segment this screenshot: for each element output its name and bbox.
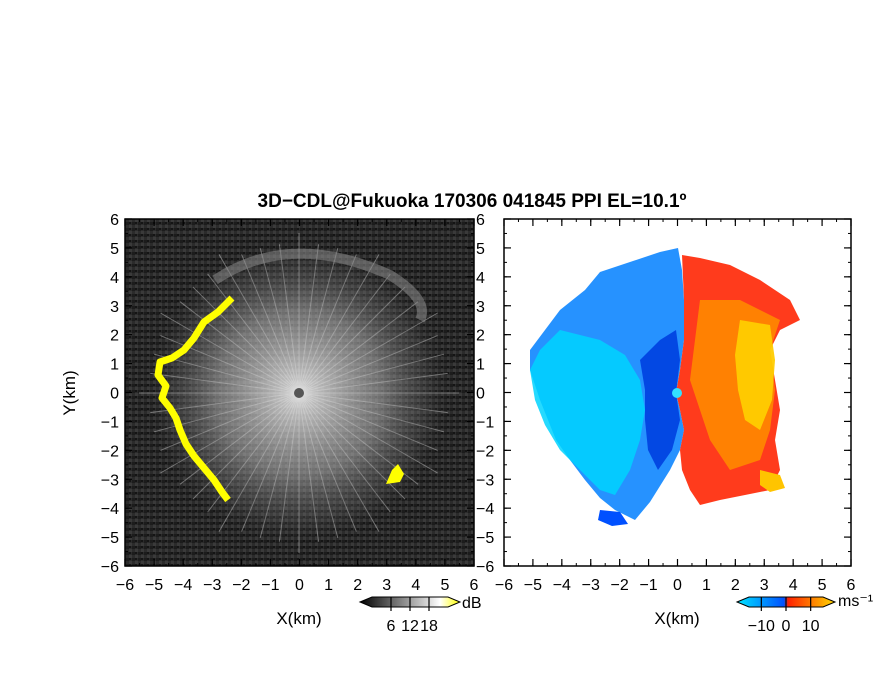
left-y-tick-labels: −6 −5 −4 −3 −2 −1 0 1 2 3 4 5 6 −6 −5 −4 −3 −2 −1 0 1 2 3 4 5 6 bbox=[101, 212, 495, 576]
left-x-axis-label: X(km) bbox=[276, 609, 321, 628]
x-tick-label: 6 bbox=[847, 577, 856, 594]
x-tick-label: 0 bbox=[295, 577, 304, 594]
left-colorbar-ticks: 6 12 18 bbox=[387, 597, 438, 635]
left-outer-arc bbox=[212, 248, 427, 323]
x-tick-label: 3 bbox=[382, 577, 391, 594]
left-panel: −6 −5 −4 −3 −2 −1 0 1 2 3 4 5 6 −6−5−4−3−2−10123456−… bbox=[60, 212, 494, 635]
y-tick-label-right: 4 bbox=[476, 270, 485, 287]
y-tick-label: 6 bbox=[110, 212, 119, 229]
y-tick-label-right: 3 bbox=[476, 299, 485, 316]
y-tick-label: 3 bbox=[110, 299, 119, 316]
chart-title: 3D−CDL@Fukuoka 170306 041845 PPI EL=10.1… bbox=[258, 191, 687, 212]
right-colorbar: −10 0 10 ms⁻¹ bbox=[735, 593, 873, 635]
right-radar-site bbox=[672, 388, 682, 398]
x-tick-label: −4 bbox=[553, 577, 571, 594]
left-y-axis-label: Y(km) bbox=[60, 370, 79, 415]
y-tick-label-right: 5 bbox=[476, 241, 485, 258]
right-blue-southwest bbox=[598, 510, 628, 526]
left-x-tick-labels: −6 −5 −4 −3 −2 −1 0 1 2 3 4 5 6 bbox=[116, 577, 479, 594]
colorbar-tick-label: 6 bbox=[387, 618, 396, 635]
x-tick-label: 6 bbox=[470, 577, 479, 594]
right-colorbar-ticks: −10 0 10 bbox=[748, 597, 820, 635]
x-tick-label: 4 bbox=[789, 577, 798, 594]
y-tick-label: 0 bbox=[110, 386, 119, 403]
x-tick-label: 4 bbox=[411, 577, 420, 594]
right-x-tick-labels: −6 −5 −4 −3 −2 −1 0 1 2 3 4 5 6 bbox=[495, 577, 856, 594]
colorbar-tick-label: −10 bbox=[748, 618, 775, 635]
y-tick-label-right: 6 bbox=[476, 212, 485, 229]
y-tick-label-right: 2 bbox=[476, 328, 485, 345]
y-tick-label: 5 bbox=[110, 241, 119, 258]
right-deep-blue-region bbox=[640, 330, 680, 470]
left-yellow-patch bbox=[386, 464, 404, 484]
right-yellow-region bbox=[735, 320, 775, 430]
x-tick-label: −2 bbox=[232, 577, 250, 594]
right-yellow-southeast bbox=[760, 470, 785, 492]
y-tick-label: −2 bbox=[101, 443, 119, 460]
x-tick-label: −2 bbox=[611, 577, 629, 594]
x-tick-label: 0 bbox=[673, 577, 682, 594]
y-tick-label: −5 bbox=[101, 530, 119, 547]
y-tick-label-right: 1 bbox=[476, 357, 485, 374]
y-tick-label-right: 0 bbox=[476, 386, 485, 403]
left-yellow-arc bbox=[154, 295, 235, 503]
left-radar-site bbox=[294, 388, 304, 398]
y-tick-label-right: −4 bbox=[476, 501, 494, 518]
right-cyan-region bbox=[530, 330, 645, 495]
y-tick-label-right: −3 bbox=[476, 472, 494, 489]
y-tick-label: −6 bbox=[101, 559, 119, 576]
y-tick-label-right: −6 bbox=[476, 559, 494, 576]
y-tick-label: 2 bbox=[110, 328, 119, 345]
y-tick-label: 1 bbox=[110, 357, 119, 374]
x-tick-label: −1 bbox=[639, 577, 657, 594]
colorbar-tick-label: 10 bbox=[802, 618, 820, 635]
right-axis-ticks bbox=[503, 218, 852, 567]
x-tick-label: 2 bbox=[731, 577, 740, 594]
y-tick-label-right: −5 bbox=[476, 530, 494, 547]
x-tick-label: 3 bbox=[760, 577, 769, 594]
x-tick-label: −6 bbox=[495, 577, 513, 594]
right-colorbar-label: ms⁻¹ bbox=[838, 593, 873, 610]
x-tick-label: 5 bbox=[440, 577, 449, 594]
left-colorbar: 6 12 18 dB bbox=[358, 595, 482, 635]
y-tick-label: 4 bbox=[110, 270, 119, 287]
left-axis-ticks bbox=[124, 218, 475, 567]
x-tick-label: 2 bbox=[353, 577, 362, 594]
y-tick-label: −4 bbox=[101, 501, 119, 518]
left-colorbar-label: dB bbox=[462, 595, 482, 612]
x-tick-label: −5 bbox=[145, 577, 163, 594]
y-tick-label-right: −2 bbox=[476, 443, 494, 460]
right-x-axis-label: X(km) bbox=[654, 609, 699, 628]
colorbar-tick-label: 0 bbox=[782, 618, 791, 635]
x-tick-label: 1 bbox=[702, 577, 711, 594]
right-panel: −6 −5 −4 −3 −2 −1 0 1 2 3 4 5 6 X(km) −10 0 10 ms⁻¹ bbox=[495, 218, 873, 635]
x-tick-label: 5 bbox=[818, 577, 827, 594]
colorbar-tick-label: 12 bbox=[401, 618, 419, 635]
x-tick-label: −4 bbox=[174, 577, 192, 594]
x-tick-label: −3 bbox=[203, 577, 221, 594]
y-tick-label: −3 bbox=[101, 472, 119, 489]
x-tick-label: −5 bbox=[524, 577, 542, 594]
x-tick-label: −3 bbox=[582, 577, 600, 594]
y-tick-label: −1 bbox=[101, 414, 119, 431]
y-tick-label-right: −1 bbox=[476, 414, 494, 431]
x-tick-label: −6 bbox=[116, 577, 134, 594]
x-tick-label: 1 bbox=[324, 577, 333, 594]
x-tick-label: −1 bbox=[261, 577, 279, 594]
colorbar-tick-label: 18 bbox=[420, 618, 438, 635]
